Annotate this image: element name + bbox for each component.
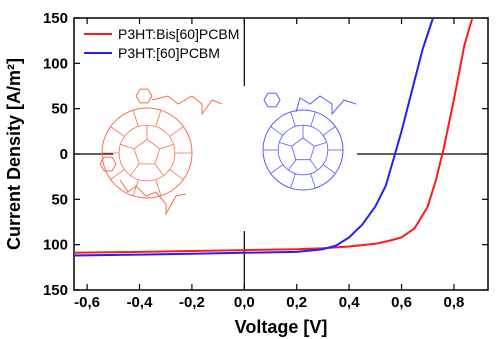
bis-pcbm-molecule-bond xyxy=(110,126,125,137)
pcbm-molecule-bond xyxy=(322,164,336,174)
x-axis-ticks: -0,6 -0,4 -0,2 0,0 0,2 0,4 0,6 0,8 xyxy=(74,18,464,311)
x-axis-title: Voltage [V] xyxy=(235,317,328,337)
series-line-0 xyxy=(73,17,474,254)
x-tick-label: 0,0 xyxy=(234,294,255,311)
x-tick-label: -0,2 xyxy=(179,294,205,311)
pcbm-molecule-bond xyxy=(310,111,316,127)
molecule-structures xyxy=(99,88,357,216)
pcbm-phenyl xyxy=(263,92,281,108)
x-tick-label: 0,6 xyxy=(391,294,412,311)
pcbm-molecule-bond xyxy=(270,126,284,136)
y-tick-label: 150 xyxy=(43,282,68,299)
bis-pcbm-chain-top xyxy=(151,95,223,116)
y-tick-label: 100 xyxy=(43,55,68,72)
bis-pcbm-molecule-bond xyxy=(132,110,139,127)
zero-axes xyxy=(74,18,488,290)
y-tick-label: 150 xyxy=(43,10,68,27)
bis-pcbm-molecule-bond xyxy=(110,169,125,180)
bis-pcbm-molecule-spoke xyxy=(154,163,164,176)
x-tick-label: 0,4 xyxy=(339,294,361,311)
pcbm-molecule-bond xyxy=(322,126,336,136)
y-tick-label: 100 xyxy=(43,237,68,254)
series-line-1 xyxy=(73,17,434,257)
bis-pcbm-molecule xyxy=(101,107,193,199)
bis-pcbm-chain-bottom xyxy=(119,179,187,216)
y-tick-label: 50 xyxy=(51,191,68,208)
bis-pcbm-molecule-bond xyxy=(132,179,139,196)
y-axis-ticks: 150 100 50 0 50 100 150 xyxy=(43,10,488,299)
pcbm-molecule-bond xyxy=(310,173,316,189)
legend-label-bis: P3HT:Bis[60]PCBM xyxy=(118,26,239,42)
bis-pcbm-molecule-bond xyxy=(155,179,162,196)
legend-label-pcbm: P3HT:[60]PCBM xyxy=(118,45,220,61)
x-tick-label: -0,4 xyxy=(127,294,154,311)
bis-pcbm-molecule-spoke xyxy=(130,163,140,176)
pcbm-molecule-bond xyxy=(290,173,296,189)
bis-pcbm-molecule-bond xyxy=(169,169,184,180)
bis-pcbm-molecule-pentagon xyxy=(133,139,161,165)
bis-pcbm-molecule-spoke xyxy=(120,143,135,150)
bis-pcbm-molecule-spoke xyxy=(159,143,174,150)
x-tick-label: 0,2 xyxy=(286,294,307,311)
y-tick-label: 0 xyxy=(60,146,68,163)
pcbm-molecule-spoke xyxy=(288,159,297,171)
bis-pcbm-phenyl-top xyxy=(135,88,153,104)
pcbm-molecule-bond xyxy=(270,164,284,174)
pcbm-molecule-spoke xyxy=(314,141,327,147)
pcbm-chain xyxy=(295,95,357,116)
pcbm-molecule-spoke xyxy=(309,159,318,171)
bis-pcbm-molecule-bond xyxy=(169,126,184,137)
bis-pcbm-molecule-bond xyxy=(155,110,162,127)
y-axis-title: Current Density [A/m²] xyxy=(4,58,24,250)
y-tick-label: 50 xyxy=(51,101,68,118)
pcbm-molecule-spoke xyxy=(279,141,292,147)
series-layer xyxy=(73,17,474,257)
pcbm-molecule-bond xyxy=(290,111,296,127)
pcbm-molecule-pentagon xyxy=(291,137,315,161)
x-tick-label: -0,6 xyxy=(74,294,100,311)
bis-pcbm-phenyl-bottom xyxy=(99,156,117,172)
pcbm-molecule xyxy=(262,109,344,191)
legend: P3HT:Bis[60]PCBM P3HT:[60]PCBM xyxy=(84,26,239,61)
x-tick-label: 0,8 xyxy=(444,294,465,311)
